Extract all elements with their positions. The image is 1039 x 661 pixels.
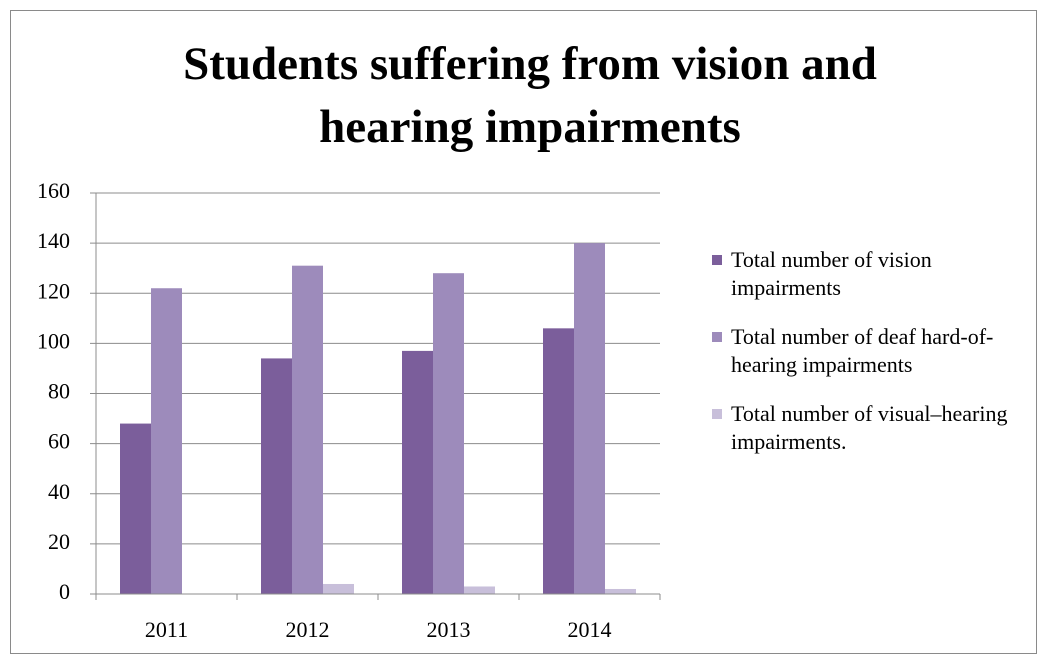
y-tick-label: 120	[37, 278, 70, 303]
x-tick-label: 2014	[568, 617, 612, 642]
bar	[402, 350, 433, 594]
legend-swatch	[712, 255, 722, 265]
x-tick-label: 2011	[145, 617, 188, 642]
legend-swatch	[712, 332, 722, 342]
y-tick-label: 100	[37, 328, 70, 353]
bar	[574, 243, 605, 594]
bar	[151, 288, 182, 594]
bar	[120, 423, 151, 594]
x-tick-label: 2012	[286, 617, 330, 642]
legend-swatch	[712, 409, 722, 419]
legend-label: Total number of deaf hard-of-hearing imp…	[731, 324, 994, 377]
x-tick-label: 2013	[427, 617, 471, 642]
y-tick-label: 80	[48, 379, 70, 404]
bar	[543, 328, 574, 594]
chart-frame	[10, 10, 1037, 654]
bar	[433, 273, 464, 594]
legend-item: Total number of visual–hearing impairmen…	[712, 400, 1023, 456]
y-tick-label: 20	[48, 529, 70, 554]
y-tick-label: 160	[37, 178, 70, 203]
y-tick-label: 60	[48, 429, 70, 454]
bar	[605, 588, 636, 594]
bar	[292, 265, 323, 594]
bar	[323, 583, 354, 594]
legend: Total number of vision impairments Total …	[712, 246, 1032, 477]
y-tick-label: 40	[48, 479, 70, 504]
legend-label: Total number of vision impairments	[731, 247, 932, 300]
bar	[464, 586, 495, 594]
chart-title: Students suffering from vision and heari…	[183, 38, 877, 153]
bar	[261, 358, 292, 594]
legend-item: Total number of vision impairments	[712, 246, 1023, 302]
y-tick-label: 140	[37, 228, 70, 253]
y-tick-label: 0	[59, 579, 70, 604]
legend-item: Total number of deaf hard-of-hearing imp…	[712, 323, 1023, 379]
legend-label: Total number of visual–hearing impairmen…	[731, 401, 1008, 454]
